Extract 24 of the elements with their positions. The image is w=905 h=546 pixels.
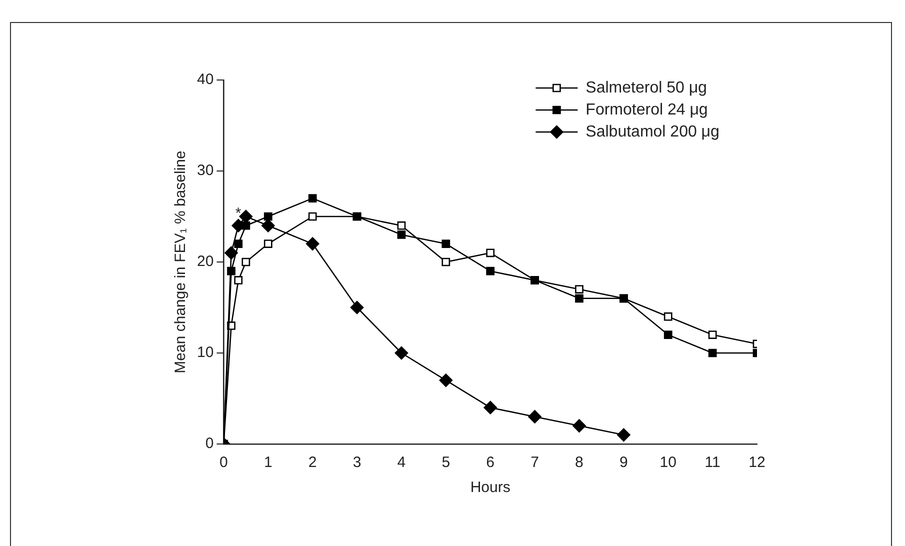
y-tick-label: 20 [196,253,214,270]
x-axis-title: Hours [470,479,510,496]
x-tick-label: 3 [352,454,362,472]
y-tick-label: 30 [196,162,214,180]
x-tick-label: 5 [442,454,450,472]
x-tick-label: 10 [660,454,676,472]
y-tick-label: 10 [196,344,214,362]
y-tick-label: 0 [205,435,214,452]
x-tick-label: 0 [220,454,228,472]
legend-label: Formoterol 24 μg [586,101,708,118]
y-tick-label: 40 [196,71,214,88]
x-tick-label: 12 [748,454,766,472]
x-tick-label: 2 [308,454,317,472]
x-tick-label: 7 [530,454,539,472]
legend-label: Salbutamol 200 μg [586,123,720,140]
x-tick-label: 1 [264,454,272,472]
annotation: * [235,204,242,222]
y-axis-title: Mean change in FEV₁ % baseline [172,150,190,374]
legend-label: Salmeterol 50 μg [586,79,707,96]
x-tick-label: 9 [620,454,628,472]
x-tick-label: 4 [397,454,406,472]
x-tick-label: 8 [575,454,584,472]
x-tick-label: 6 [486,454,495,472]
x-tick-label: 11 [704,454,720,472]
